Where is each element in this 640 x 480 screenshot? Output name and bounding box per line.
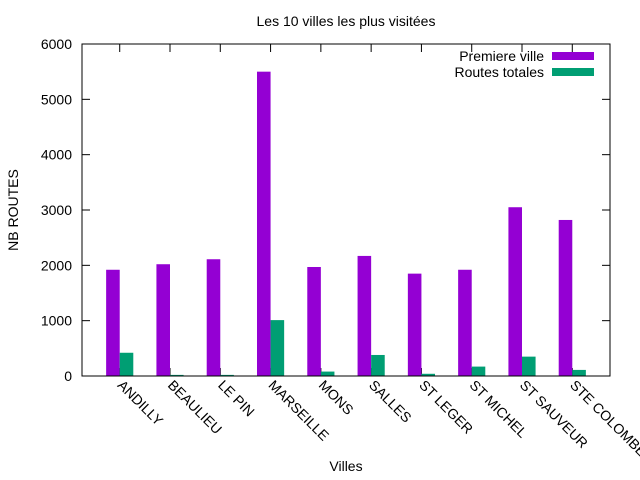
bar-routes-totales	[471, 366, 486, 376]
bar-premiere-ville	[307, 266, 321, 376]
bar-routes-totales	[572, 369, 586, 376]
legend-swatch	[552, 68, 594, 76]
y-axis-ticks: 0 1000 2000 3000 4000 5000 6000	[41, 36, 610, 384]
y-tick-label: 2000	[41, 257, 72, 273]
bar-premiere-ville	[256, 71, 271, 377]
x-tick-label: MONS	[316, 377, 357, 418]
y-tick-label: 5000	[41, 91, 72, 107]
bar-premiere-ville	[206, 259, 221, 376]
bar-routes-totales	[320, 371, 335, 376]
bar-premiere-ville	[357, 255, 372, 376]
bar-premiere-ville	[407, 273, 422, 376]
x-tick-label: LE PIN	[215, 377, 258, 420]
bar-routes-totales	[270, 320, 285, 376]
y-tick-label: 4000	[41, 147, 72, 163]
bar-premiere-ville	[156, 264, 170, 376]
y-axis-label: NB ROUTES	[5, 169, 21, 251]
legend-label: Routes totales	[455, 64, 545, 80]
plot-area-border	[81, 43, 611, 377]
x-axis-label: Villes	[329, 458, 362, 474]
legend-swatch	[552, 52, 594, 60]
bar-routes-totales	[119, 352, 134, 376]
y-tick-label: 1000	[41, 313, 72, 329]
y-tick-label: 0	[64, 368, 72, 384]
bars	[106, 71, 586, 377]
x-tick-label: ANDILLY	[115, 377, 167, 429]
bar-routes-totales	[170, 374, 184, 376]
x-tick-label: SALLES	[366, 377, 415, 426]
y-tick-label: 6000	[41, 36, 72, 52]
chart-title: Les 10 villes les plus visitées	[257, 13, 436, 29]
bar-routes-totales	[421, 373, 436, 376]
bar-premiere-ville	[458, 269, 472, 376]
bar-routes-totales	[371, 354, 385, 376]
bar-routes-totales	[522, 356, 536, 376]
bar-premiere-ville	[106, 269, 120, 376]
x-tick-label: ST LEGER	[416, 377, 476, 437]
bar-routes-totales	[220, 374, 234, 376]
bar-premiere-ville	[558, 219, 573, 376]
bar-premiere-ville	[508, 207, 522, 376]
y-tick-label: 3000	[41, 202, 72, 218]
legend-label: Premiere ville	[459, 48, 544, 64]
